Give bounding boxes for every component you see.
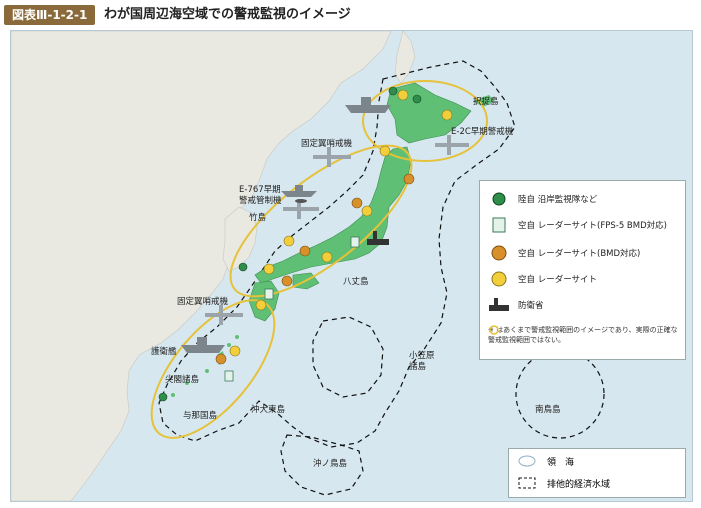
figure-title: わが国周辺海空域での警戒監視のイメージ	[104, 7, 351, 22]
destroyer-ship-south-icon	[181, 337, 225, 353]
territorial-sea-label: 領 海	[547, 458, 575, 468]
hokkaido	[386, 82, 472, 144]
radar-dome-icon	[361, 205, 373, 217]
map: 択捉島 E-2C早期警戒機 固定翼哨戒機 E-767早期 警戒管制機 竹島 八丈…	[10, 30, 693, 502]
figure-header: 図表Ⅲ-1-2-1 わが国周辺海空域での警戒監視のイメージ	[0, 0, 701, 30]
eez-label: 排他的経済水域	[547, 480, 611, 490]
nansei-islet-3	[205, 369, 209, 373]
label-minamitori: 南鳥島	[535, 405, 561, 415]
mainland-area	[11, 31, 392, 501]
patrol-aircraft-north-icon	[313, 147, 351, 167]
fps5-radar-icon	[224, 370, 234, 382]
radar-dome-icon	[283, 235, 295, 247]
bmd-radar-dome-icon	[351, 197, 363, 209]
label-ogasawara: 小笠原 諸島	[409, 351, 435, 372]
label-e767: E-767早期 警戒管制機	[239, 185, 282, 206]
mod-building-icon	[367, 231, 389, 245]
korea-peninsula	[222, 206, 258, 272]
e767-aircraft-icon	[283, 199, 319, 219]
radar-dome-icon	[263, 263, 275, 275]
range-circle-north	[362, 80, 488, 162]
label-hachijo: 八丈島	[343, 277, 369, 287]
destroyer-ship-central-icon	[281, 185, 317, 197]
radar-dome-icon	[441, 109, 453, 121]
radar-sites	[158, 86, 453, 402]
legend: 陸自 沿岸監視隊など 空自 レーダーサイト(FPS-5 BMD対応) 空自 レー…	[479, 180, 686, 360]
nansei-islet-5	[171, 393, 175, 397]
green-station-icon	[158, 392, 168, 402]
kuril-etorofu	[473, 95, 495, 107]
legend-item: 防衛省	[488, 295, 684, 317]
e2c-aircraft-icon	[435, 135, 469, 155]
note-mark: ※	[488, 326, 494, 334]
territorial-sea-icon	[518, 455, 536, 467]
green-station-icon	[412, 94, 422, 104]
radar-dome-icon	[491, 271, 507, 287]
eez-boundary	[158, 60, 516, 448]
legend-item: 空自 レーダーサイト(BMD対応)	[488, 243, 684, 265]
patrol-aircraft-south-icon	[205, 305, 243, 325]
destroyer-ship-icon	[345, 97, 391, 113]
bmd-radar-dome-icon	[299, 245, 311, 257]
note-text: はあくまで警戒監視範囲のイメージであり、実際の正確な警戒監視範囲ではない。	[488, 326, 678, 344]
label-okinotori: 沖ノ鳥島	[313, 459, 348, 469]
range-circle-south	[150, 299, 276, 439]
legend-item: 空自 レーダーサイト(FPS-5 BMD対応)	[488, 215, 684, 237]
bmd-radar-dome-icon	[281, 275, 293, 287]
fps5-radar-icon	[264, 288, 274, 300]
radar-dome-icon	[229, 345, 241, 357]
eez-icon	[518, 477, 536, 489]
nansei-islet-2	[227, 343, 231, 347]
bmd-radar-dome-icon	[491, 245, 507, 261]
legend-boundaries: 領 海 排他的経済水域	[508, 448, 686, 498]
eez-ogasawara	[312, 316, 384, 398]
map-canvas	[11, 31, 605, 501]
legend-label: 空自 レーダーサイト(BMD対応)	[518, 249, 641, 259]
radar-dome-icon	[397, 89, 409, 101]
green-station-icon	[492, 192, 506, 206]
fps5-radar-icon	[492, 217, 506, 233]
sakhalin-island	[394, 31, 416, 84]
radar-dome-icon	[321, 251, 333, 263]
label-escort-ship: 護衛艦	[151, 347, 177, 357]
nansei-islet-1	[235, 335, 239, 339]
label-yonaguni: 与那国島	[183, 411, 218, 421]
nansei-islet-4	[185, 381, 189, 385]
label-e2c: E-2C早期警戒機	[451, 127, 514, 137]
legend-label: 防衛省	[518, 301, 544, 311]
green-station-icon	[238, 262, 248, 272]
label-takeshima: 竹島	[249, 213, 267, 223]
legend-item: 空自 レーダーサイト	[488, 269, 684, 291]
eez-minamitori	[515, 349, 605, 439]
bmd-radar-dome-icon	[215, 353, 227, 365]
legend-label: 陸自 沿岸監視隊など	[518, 195, 598, 205]
radar-dome-icon	[255, 299, 267, 311]
label-etorofu: 択捉島	[473, 97, 499, 107]
label-senkaku: 尖閣諸島	[165, 375, 200, 385]
radar-dome-icon	[379, 145, 391, 157]
legend-item: 陸自 沿岸監視隊など	[488, 189, 684, 211]
figure-number: 図表Ⅲ-1-2-1	[4, 5, 96, 25]
fps5-radar-icon	[350, 236, 360, 248]
label-fixed-wing-south: 固定翼哨戒機	[177, 297, 229, 307]
legend-note: ※ はあくまで警戒監視範囲のイメージであり、実際の正確な警戒監視範囲ではない。	[488, 325, 682, 345]
legend-label: 空自 レーダーサイト	[518, 275, 598, 285]
mod-building-icon	[489, 298, 509, 311]
bmd-radar-dome-icon	[403, 173, 415, 185]
green-station-icon	[388, 86, 398, 96]
legend-label: 空自 レーダーサイト(FPS-5 BMD対応)	[518, 221, 667, 231]
label-fixed-wing-north: 固定翼哨戒機	[301, 139, 353, 149]
label-okidaito: 沖大東島	[251, 405, 286, 415]
range-circle-sample-icon	[489, 325, 499, 335]
